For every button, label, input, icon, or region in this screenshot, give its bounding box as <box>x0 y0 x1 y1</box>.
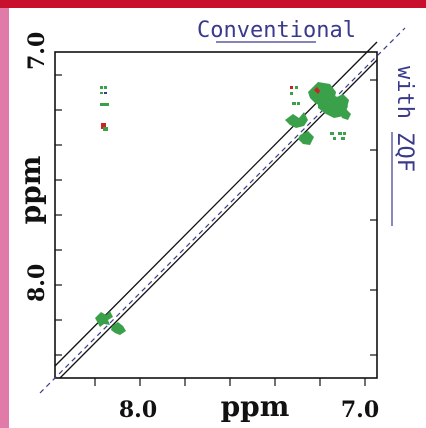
right-axis-ticks <box>370 79 377 356</box>
y-axis-label: ppm <box>14 156 47 225</box>
figure-panel <box>9 8 426 428</box>
bottom-axis-ticks <box>94 378 366 386</box>
cross-peaks-right <box>290 86 346 140</box>
diagonal-lower-boundary <box>59 59 378 379</box>
x-axis-label: ppm <box>221 390 290 423</box>
x-tick-label-7: 7.0 <box>341 397 379 423</box>
diagonal-peak-upper-right <box>285 82 351 145</box>
left-accent-band <box>0 8 9 428</box>
top-accent-band <box>0 0 426 8</box>
y-tick-label-8: 8.0 <box>24 264 50 302</box>
conventional-annotation: Conventional <box>197 18 356 43</box>
cross-peaks-left <box>100 86 109 131</box>
with-zqf-annotation: with ZQF <box>392 66 417 172</box>
x-tick-label-8: 8.0 <box>119 397 157 423</box>
left-axis-ticks <box>55 74 62 356</box>
y-tick-label-7: 7.0 <box>24 32 50 70</box>
diagonal-peak-lower-left <box>95 311 126 335</box>
diagonal-dashed-reference <box>39 27 406 394</box>
